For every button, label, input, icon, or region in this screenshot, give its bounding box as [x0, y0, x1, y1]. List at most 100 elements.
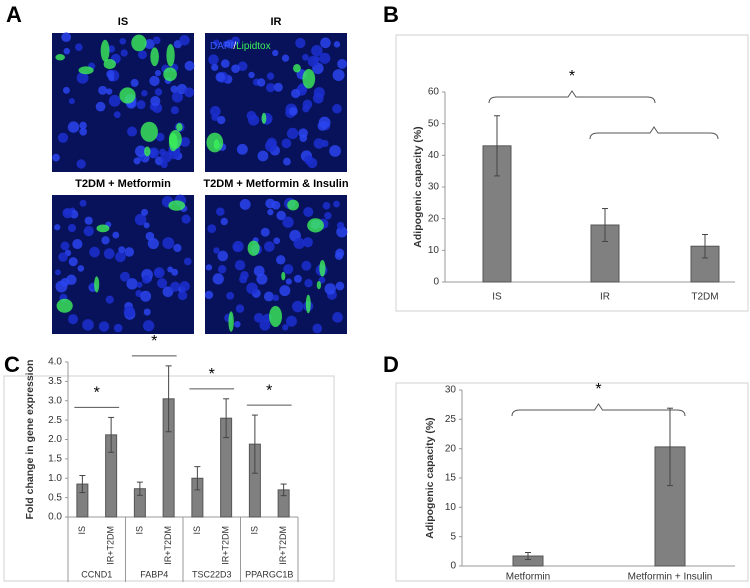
nucleus — [332, 104, 342, 114]
nucleus — [144, 39, 155, 50]
nucleus — [113, 323, 123, 333]
nucleus — [260, 227, 270, 237]
nucleus — [171, 91, 184, 103]
nucleus — [225, 39, 235, 49]
lipid — [144, 146, 151, 157]
nucleus — [285, 278, 292, 285]
nucleus — [303, 206, 314, 217]
nucleus — [299, 134, 308, 142]
nucleus — [215, 72, 226, 82]
nucleus — [311, 44, 323, 57]
nucleus — [237, 61, 248, 72]
lipid — [119, 87, 136, 104]
lipid — [319, 259, 326, 277]
nucleus — [333, 200, 340, 208]
nucleus — [212, 273, 224, 285]
series-label: IR+T2DM — [221, 526, 231, 565]
lipid — [206, 132, 224, 153]
nucleus — [321, 139, 329, 148]
x-tick-label: Metformin — [506, 572, 550, 583]
micrograph — [205, 33, 348, 172]
nucleus — [143, 308, 151, 316]
image-label: IS — [118, 16, 128, 28]
nucleus — [263, 291, 274, 302]
nucleus — [312, 92, 324, 104]
nucleus — [333, 41, 341, 48]
x-tick-label: IR — [600, 292, 610, 303]
nucleus — [173, 243, 182, 253]
nucleus — [334, 251, 344, 260]
image-label: IR — [271, 16, 282, 28]
nucleus — [181, 214, 191, 224]
nucleus — [179, 35, 190, 46]
nucleus — [337, 58, 348, 69]
nucleus — [143, 222, 150, 229]
nucleus — [113, 111, 121, 119]
nucleus — [302, 237, 313, 248]
significance-star: * — [569, 68, 575, 85]
nucleus — [235, 304, 245, 313]
nucleus — [312, 323, 323, 334]
significance-star: * — [266, 382, 272, 399]
nucleus — [217, 250, 229, 262]
nucleus — [118, 246, 126, 254]
nucleus — [211, 63, 219, 71]
nucleus — [52, 153, 60, 162]
nucleus — [184, 87, 195, 98]
nucleus — [184, 60, 195, 71]
nucleus — [283, 264, 294, 275]
y-tick-label: 20 — [445, 443, 457, 454]
nucleus — [79, 199, 87, 207]
nucleus — [272, 49, 279, 57]
nucleus — [234, 321, 241, 328]
nucleus — [136, 100, 146, 110]
y-tick-label: 2.0 — [48, 434, 62, 445]
nucleus — [239, 198, 251, 210]
nucleus — [204, 290, 214, 300]
nucleus — [246, 282, 258, 295]
nucleus — [155, 132, 165, 142]
y-tick-label: 0.0 — [48, 512, 62, 523]
nucleus — [220, 217, 228, 226]
nucleus — [148, 147, 160, 159]
lipid — [307, 218, 324, 233]
series-label: IR+T2DM — [278, 526, 288, 565]
nucleus — [84, 216, 93, 225]
nucleus — [319, 52, 331, 64]
nucleus — [167, 266, 174, 273]
nucleus — [217, 265, 227, 274]
nucleus — [141, 208, 149, 216]
nucleus — [281, 138, 292, 149]
nucleus — [273, 82, 283, 92]
y-tick-label: 40 — [428, 150, 440, 161]
lipid — [166, 43, 175, 67]
lipid — [103, 58, 116, 70]
nucleus — [67, 223, 77, 233]
nucleus — [108, 75, 115, 82]
nucleus — [273, 237, 281, 245]
lipid — [150, 47, 159, 67]
nucleus — [55, 280, 68, 293]
nucleus — [177, 290, 188, 301]
nucleus — [54, 269, 61, 276]
nucleus — [152, 36, 161, 45]
nucleus — [264, 241, 275, 252]
y-tick-label: 3.0 — [48, 395, 62, 406]
lipid — [281, 271, 286, 281]
lipid — [293, 63, 301, 73]
nucleus — [134, 213, 147, 226]
y-tick-label: 0 — [433, 277, 439, 288]
nucleus — [240, 271, 249, 280]
nucleus — [60, 241, 70, 251]
nucleus — [332, 69, 345, 82]
lipid — [247, 240, 260, 256]
nucleus — [213, 247, 220, 254]
significance-bracket — [511, 403, 686, 417]
nucleus — [336, 221, 345, 230]
nucleus — [82, 319, 94, 331]
y-tick-label: 2.5 — [48, 415, 62, 426]
nucleus — [292, 300, 304, 313]
nucleus — [205, 264, 213, 271]
panel-frame — [395, 382, 749, 582]
